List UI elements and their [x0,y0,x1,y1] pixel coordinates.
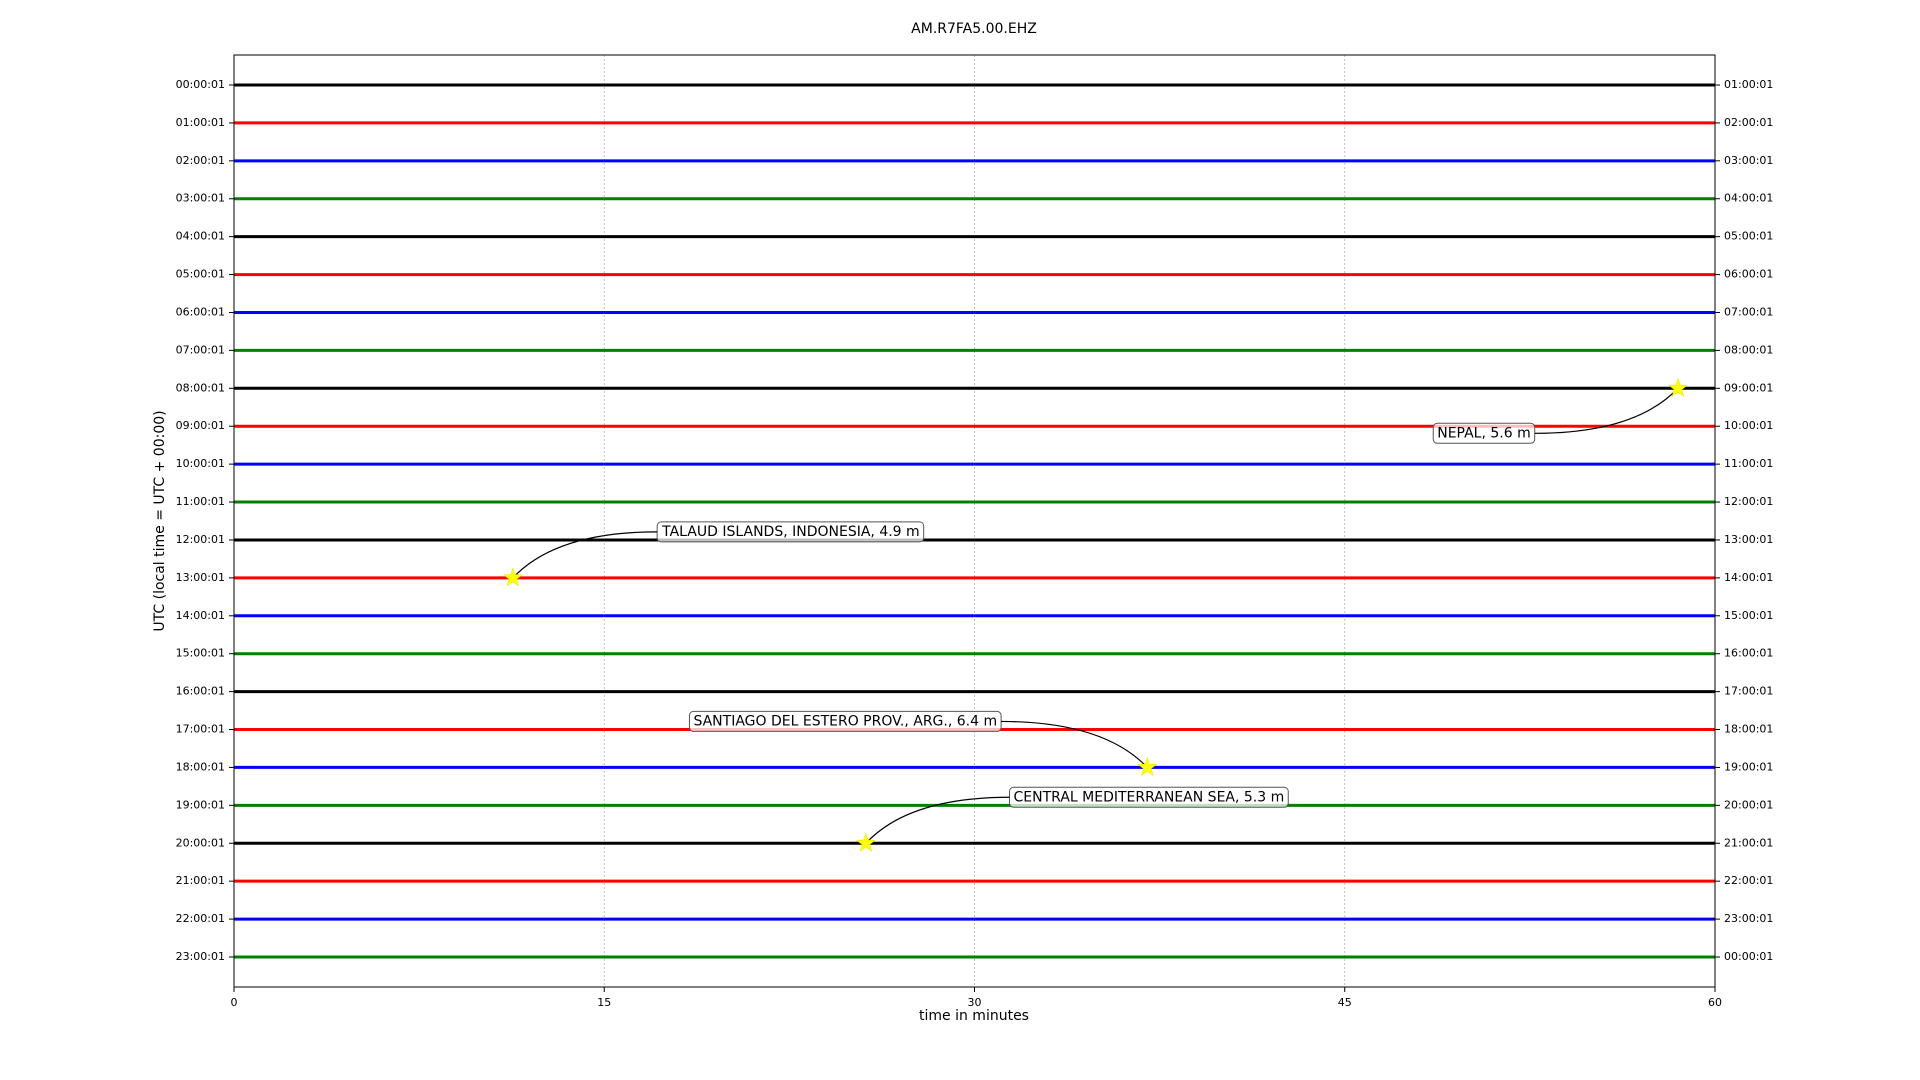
event-connector [1001,720,1148,768]
row-label: 17:00:01 [176,723,225,736]
row-label: 23:00:01 [176,950,225,963]
event-label: TALAUD ISLANDS, INDONESIA, 4.9 m [661,524,920,540]
event-label: CENTRAL MEDITERRANEAN SEA, 5.3 m [1014,789,1285,805]
event-label: NEPAL, 5.6 m [1437,425,1531,441]
row-label-right: 12:00:01 [1724,495,1773,508]
row-label-right: 00:00:01 [1724,950,1773,963]
row-label: 14:00:01 [176,609,225,622]
row-label-right: 08:00:01 [1724,343,1773,356]
row-label: 12:00:01 [176,533,225,546]
row-label-right: 11:00:01 [1724,457,1773,470]
row-label-right: 21:00:01 [1724,836,1773,849]
event-marker [1137,756,1158,777]
x-tick-label: 60 [1708,996,1722,1009]
event-marker [855,832,877,853]
row-label-right: 01:00:01 [1724,78,1773,91]
x-tick-label: 15 [597,996,611,1009]
row-label: 02:00:01 [176,154,225,167]
row-label: 05:00:01 [176,268,225,281]
row-label: 03:00:01 [176,192,225,205]
row-label: 22:00:01 [176,912,225,925]
row-label: 00:00:01 [176,78,225,91]
row-label: 21:00:01 [176,874,225,887]
event-marker [502,567,524,587]
row-label: 18:00:01 [176,760,225,773]
event-label: SANTIAGO DEL ESTERO PROV., ARG., 6.4 m [693,713,997,729]
row-label: 06:00:01 [176,305,225,318]
row-label-right: 18:00:01 [1724,723,1773,736]
event-annotation: TALAUD ISLANDS, INDONESIA, 4.9 m [502,521,925,587]
row-label: 09:00:01 [176,419,225,432]
x-tick-label: 0 [231,996,238,1009]
row-label-right: 15:00:01 [1724,609,1773,622]
row-label: 13:00:01 [176,571,225,584]
row-label-right: 03:00:01 [1724,154,1773,167]
row-label-right: 16:00:01 [1724,647,1773,660]
row-label-right: 20:00:01 [1724,798,1773,811]
row-label-right: 05:00:01 [1724,230,1773,243]
row-label: 10:00:01 [176,457,225,470]
row-label: 15:00:01 [176,647,225,660]
row-label-right: 10:00:01 [1724,419,1773,432]
x-tick-label: 30 [968,996,982,1009]
event-annotation: CENTRAL MEDITERRANEAN SEA, 5.3 m [855,786,1289,853]
row-label: 19:00:01 [176,798,225,811]
row-label-right: 23:00:01 [1724,912,1773,925]
event-annotation: SANTIAGO DEL ESTERO PROV., ARG., 6.4 m [688,710,1158,777]
row-label: 07:00:01 [176,343,225,356]
row-label-right: 17:00:01 [1724,685,1773,698]
row-label-right: 06:00:01 [1724,268,1773,281]
row-label-right: 19:00:01 [1724,760,1773,773]
event-connector [512,531,658,579]
event-annotation: NEPAL, 5.6 m [1432,377,1689,444]
event-marker [1667,377,1689,398]
row-label: 08:00:01 [176,381,225,394]
row-label-right: 13:00:01 [1724,533,1773,546]
row-label-right: 04:00:01 [1724,192,1773,205]
chart-title: AM.R7FA5.00.EHZ [911,21,1037,37]
x-axis-label: time in minutes [919,1008,1029,1024]
row-label: 01:00:01 [176,116,225,129]
row-label: 16:00:01 [176,685,225,698]
row-label: 11:00:01 [176,495,225,508]
plot-frame [233,54,1716,988]
row-label: 20:00:01 [176,836,225,849]
event-connector [1534,387,1679,434]
x-tick-label: 45 [1338,996,1352,1009]
row-label: 04:00:01 [176,230,225,243]
event-connector [865,796,1010,844]
y-axis-label: UTC (local time = UTC + 00:00) [152,410,168,631]
row-label-right: 02:00:01 [1724,116,1773,129]
row-label-right: 14:00:01 [1724,571,1773,584]
row-label-right: 07:00:01 [1724,305,1773,318]
row-label-right: 22:00:01 [1724,874,1773,887]
row-label-right: 09:00:01 [1724,381,1773,394]
